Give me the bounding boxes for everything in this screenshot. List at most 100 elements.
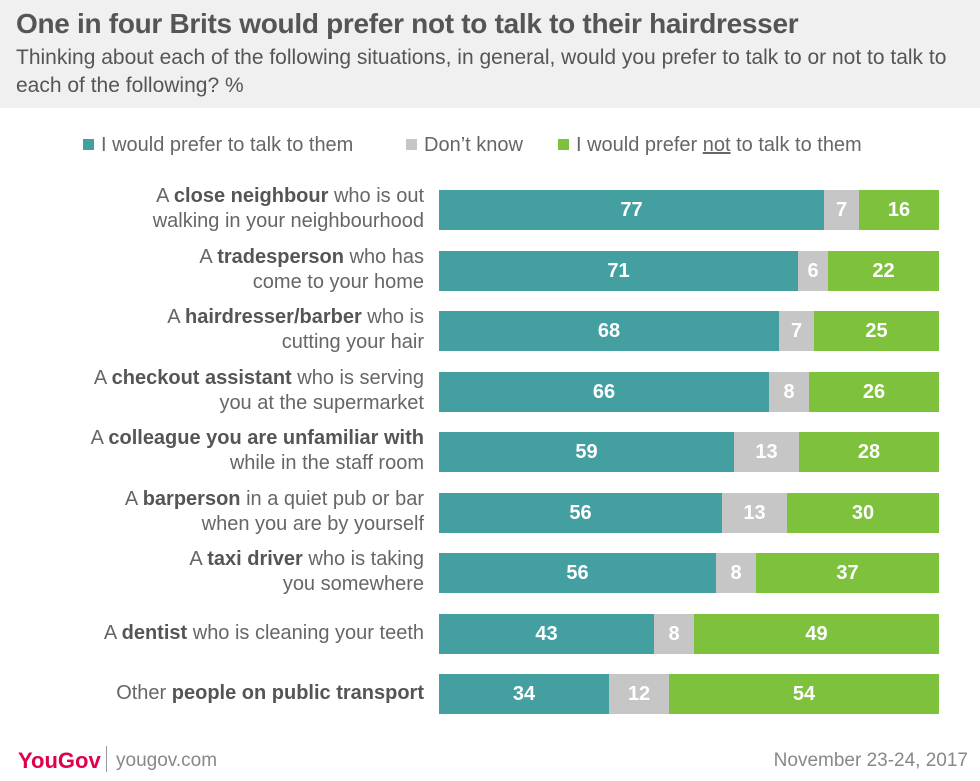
row-label-emphasis: checkout assistant (111, 366, 292, 389)
row-label: A taxi driver who is taking you somewhere (189, 547, 424, 597)
bar-value-label-talk: 43 (535, 622, 558, 645)
row-label-line1: A dentist who is cleaning your teeth (104, 621, 424, 646)
row-label-emphasis: hairdresser/barber (184, 306, 362, 328)
bar-value-label-talk: 59 (575, 441, 598, 463)
bar-segment-dont-know (798, 250, 828, 291)
bar-value-label-not-talk: 16 (887, 199, 911, 221)
legend-label-not-talk-pre: I would prefer (576, 134, 703, 156)
bar-value-label-not-talk: 28 (857, 441, 881, 463)
row-label-line1: A close neighbour who is out (153, 184, 424, 209)
row-label-line2: when you are by yourself (201, 512, 424, 535)
bar-value-label-not-talk: 30 (851, 501, 875, 524)
row-label-emphasis: tradesperson (217, 245, 344, 268)
row-label-line2: you somewhere (282, 573, 424, 595)
row-label-line2: cutting your hair (281, 331, 424, 353)
row-label-prefix: Other (116, 682, 172, 704)
bar-value-label-dont-know: 8 (783, 380, 795, 403)
bar-segment-talk (439, 674, 609, 714)
bar-value-label-not-talk: 26 (862, 380, 886, 403)
legend: I would prefer to talk to them Don’t kno… (0, 134, 980, 158)
bar-segment-talk (439, 311, 779, 351)
bar-segment-dont-know (654, 613, 694, 654)
bar-value-label-dont-know: 8 (730, 562, 742, 584)
bar-segment-dont-know (824, 190, 859, 230)
footer-divider (106, 746, 107, 772)
bar-segment-not-talk (787, 492, 939, 533)
bar-segment-not-talk (756, 553, 939, 593)
footer-url: yougov.com (116, 750, 218, 771)
row-label-prefix: A (189, 548, 208, 570)
bar-segment-dont-know (609, 674, 669, 714)
bar-value-label-talk: 34 (512, 683, 536, 705)
footer-date: November 23-24, 2017 (773, 750, 968, 771)
chart-title: One in four Brits would prefer not to ta… (16, 8, 799, 39)
bar-value-label-dont-know: 6 (807, 259, 819, 282)
legend-label-not-talk-underlined: not (702, 134, 731, 156)
bar-segment-not-talk (814, 311, 939, 351)
bar-value-label-not-talk: 54 (792, 683, 816, 705)
bar-value-label-dont-know: 7 (790, 320, 803, 342)
row-label-suffix: in a quiet pub or bar (240, 487, 424, 510)
bar-segment-talk (439, 190, 824, 230)
row-label-emphasis: taxi driver (207, 548, 303, 570)
bar-value-label-not-talk: 25 (865, 320, 888, 342)
row-label-emphasis: people on public transport (171, 682, 424, 704)
row-label-prefix: A (90, 427, 109, 449)
bar-segment-talk (439, 492, 722, 533)
bar-segment-dont-know (779, 311, 814, 351)
chart-subtitle: Thinking about each of the following sit… (16, 46, 947, 97)
bar-segment-dont-know (734, 432, 799, 472)
row-label-line1: A tradesperson who has (199, 245, 424, 270)
row-label: A barperson in a quiet pub or bar when yo… (125, 487, 424, 537)
bar-segment-talk (439, 250, 798, 291)
header-band: One in four Brits would prefer not to ta… (0, 0, 980, 108)
legend-label-talk: I would prefer to talk to them (101, 134, 354, 156)
row-label-prefix: A (199, 245, 218, 268)
bar-segment-dont-know (716, 553, 756, 593)
row-label-prefix: A (156, 185, 174, 207)
bar-value-label-talk: 66 (592, 380, 616, 403)
bar-value-label-not-talk: 22 (872, 259, 895, 282)
legend-swatch-not-talk (558, 139, 569, 150)
bar-segment-not-talk (809, 371, 939, 412)
bar-segment-talk (439, 432, 734, 472)
row-label: A tradesperson who has come to your home (199, 245, 424, 295)
bar-value-label-dont-know: 12 (627, 683, 651, 705)
bar-segment-talk (439, 371, 769, 412)
row-label: Other people on public transport (116, 681, 424, 706)
row-label-line1: Other people on public transport (116, 681, 424, 706)
bar-value-label-dont-know: 7 (835, 199, 848, 221)
legend-swatch-dont-know (406, 139, 417, 150)
row-label-line2: while in the staff room (229, 452, 424, 474)
row-label-prefix: A (124, 487, 143, 510)
legend-swatch-talk (83, 139, 94, 150)
row-label-prefix: A (103, 621, 122, 644)
legend-label-not-talk-post: to talk to them (730, 134, 862, 156)
row-label-suffix: who is serving (291, 366, 424, 389)
row-label-emphasis: dentist (121, 621, 188, 644)
legend-item-talk: I would prefer to talk to them (83, 134, 353, 157)
bar-segment-dont-know (769, 371, 809, 412)
row-label-suffix: who is taking (302, 548, 424, 570)
bar-value-label-talk: 71 (607, 259, 630, 282)
row-label-emphasis: barperson (142, 487, 241, 510)
row-label-line2: walking in your neighbourhood (152, 210, 424, 232)
row-label-line2: you at the supermarket (219, 391, 424, 414)
row-label-suffix: who has (343, 245, 424, 268)
bar-segment-not-talk (828, 250, 939, 291)
bar-segment-not-talk (799, 432, 939, 472)
bar-segment-dont-know (722, 492, 787, 533)
legend-item-dont-know: Don’t know (406, 134, 523, 157)
row-label: A checkout assistant who is serving you a… (94, 366, 424, 416)
bar-value-label-dont-know: 13 (755, 441, 778, 463)
bar-segment-not-talk (669, 674, 939, 714)
row-label-suffix: who is cleaning your teeth (187, 621, 424, 644)
row-label-line1: A colleague you are unfamiliar with (91, 426, 424, 451)
bar-value-label-talk: 68 (597, 320, 621, 342)
legend-label-dont-know: Don’t know (424, 134, 523, 156)
row-label-emphasis: colleague you are unfamiliar with (108, 427, 424, 449)
row-label-emphasis: close neighbour (173, 185, 329, 207)
bar-value-label-talk: 77 (620, 199, 643, 221)
row-label-prefix: A (93, 366, 112, 389)
row-label: A dentist who is cleaning your teeth (104, 621, 424, 646)
